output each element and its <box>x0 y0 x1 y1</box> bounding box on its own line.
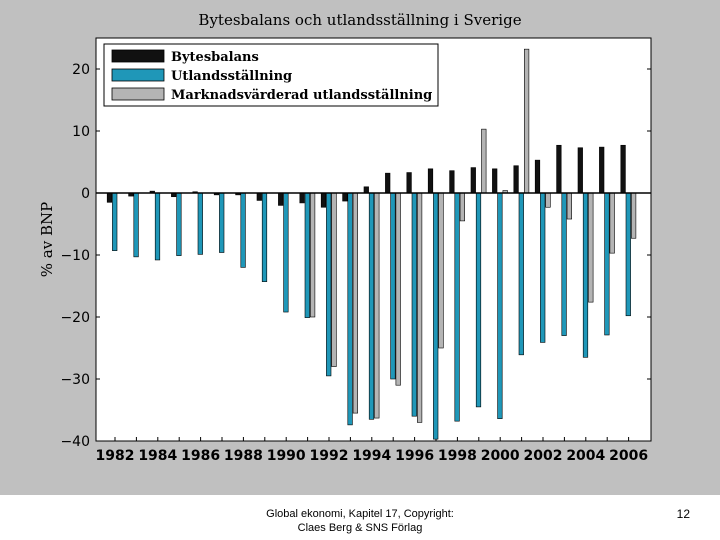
bar-series-1 <box>320 192 327 208</box>
x-tick-label: 1990 <box>267 448 306 464</box>
y-tick-label: −30 <box>60 372 90 388</box>
bar-series-3 <box>352 192 359 414</box>
bar-series-3 <box>545 192 551 208</box>
bar-series-3 <box>523 48 530 194</box>
bar-series-1 <box>449 170 455 194</box>
bar-series-2 <box>604 192 610 336</box>
bar-series-2 <box>411 192 417 417</box>
legend-label-3: Marknadsvärderad utlandsställning <box>171 88 432 103</box>
x-tick-label: 1984 <box>138 448 177 464</box>
y-tick-label: 0 <box>81 186 90 202</box>
bar-series-3 <box>374 192 380 419</box>
bar-series-2 <box>154 192 161 261</box>
bar-series-1 <box>385 172 391 194</box>
bar-series-2 <box>304 192 310 318</box>
bar-series-2 <box>475 192 482 408</box>
bar-series-1 <box>492 168 498 194</box>
bar-series-2 <box>390 192 396 380</box>
bar-series-2 <box>240 192 246 268</box>
bar-series-3 <box>309 192 316 318</box>
bar-series-3 <box>459 192 466 222</box>
bar-series-1 <box>299 192 305 204</box>
bar-series-2 <box>197 192 203 255</box>
chart-title: Bytesbalans och utlandsställning i Sveri… <box>198 11 521 29</box>
bar-series-1 <box>577 147 583 194</box>
bar-series-2 <box>497 192 503 419</box>
x-tick-label: 2004 <box>566 448 605 464</box>
y-tick-label: 10 <box>72 124 90 140</box>
bar-series-2 <box>112 192 118 251</box>
bar-series-3 <box>395 192 401 386</box>
bar-series-2 <box>261 192 268 282</box>
page-number: 12 <box>676 507 690 521</box>
bar-series-2 <box>540 192 546 343</box>
bar-series-1 <box>556 144 562 194</box>
bar-series-3 <box>438 192 444 349</box>
x-tick-label: 2002 <box>524 448 563 464</box>
legend-swatch-1 <box>111 49 165 63</box>
bar-series-2 <box>454 192 460 422</box>
bar-series-2 <box>347 192 353 426</box>
bar-series-2 <box>368 192 375 420</box>
bar-series-3 <box>588 192 594 303</box>
bar-series-1 <box>599 146 605 194</box>
bar-series-3 <box>566 192 572 220</box>
legend-label-2: Utlandsställning <box>171 69 292 84</box>
bar-series-1 <box>513 165 519 194</box>
bar-series-2 <box>326 192 332 377</box>
x-tick-label: 1986 <box>181 448 220 464</box>
bar-series-1 <box>406 172 412 194</box>
footer-line-2: Claes Berg & SNS Förlag <box>297 522 423 534</box>
x-tick-label: 1988 <box>224 448 263 464</box>
bar-series-1 <box>534 159 541 194</box>
bar-series-2 <box>219 192 225 253</box>
x-tick-label: 1998 <box>438 448 477 464</box>
y-axis-label: % av BNP <box>38 202 56 277</box>
bar-series-1 <box>106 192 113 203</box>
x-tick-label: 2000 <box>481 448 520 464</box>
footer-copyright: Global ekonomi, Kapitel 17, Copyright: C… <box>220 507 500 535</box>
bar-chart: Bytesbalans och utlandsställning i Sveri… <box>38 11 652 464</box>
bar-series-1 <box>427 168 434 194</box>
bar-series-2 <box>133 192 139 258</box>
bar-series-3 <box>630 192 637 239</box>
bar-series-3 <box>416 192 423 423</box>
bar-series-2 <box>561 192 567 336</box>
bar-series-3 <box>481 128 487 194</box>
x-tick-label: 2006 <box>609 448 648 464</box>
legend-swatch-3 <box>111 87 165 101</box>
bar-series-1 <box>256 192 262 201</box>
bar-series-1 <box>470 167 476 194</box>
chart-figure: Bytesbalans och utlandsställning i Sveri… <box>0 0 720 495</box>
y-tick-label: −10 <box>60 248 90 264</box>
bar-series-2 <box>625 192 631 317</box>
bar-series-2 <box>582 192 589 358</box>
x-tick-label: 1996 <box>395 448 434 464</box>
y-tick-label: −40 <box>60 434 90 450</box>
footer-line-1: Global ekonomi, Kapitel 17, Copyright: <box>266 508 454 520</box>
bar-series-3 <box>609 192 615 254</box>
bar-series-1 <box>363 186 369 194</box>
legend-label-1: Bytesbalans <box>171 50 259 65</box>
legend-swatch-2 <box>111 68 165 82</box>
bar-series-1 <box>342 192 348 202</box>
bar-series-1 <box>278 192 284 206</box>
bar-series-2 <box>433 192 439 440</box>
y-tick-label: 20 <box>72 62 90 78</box>
bar-series-1 <box>620 144 626 194</box>
bar-series-3 <box>331 192 337 367</box>
x-tick-label: 1994 <box>352 448 391 464</box>
bar-series-2 <box>176 192 182 256</box>
y-tick-label: −20 <box>60 310 90 326</box>
x-tick-label: 1982 <box>96 448 135 464</box>
x-tick-label: 1992 <box>310 448 349 464</box>
bar-series-2 <box>518 192 524 356</box>
bar-series-2 <box>283 192 289 313</box>
